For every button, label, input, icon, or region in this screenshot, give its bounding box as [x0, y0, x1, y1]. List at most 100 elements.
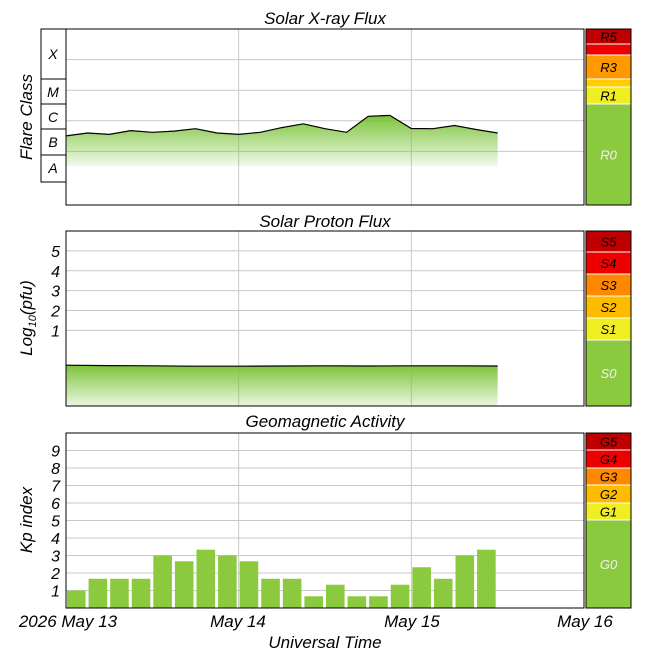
proton-grid: [66, 231, 584, 406]
scale-frame: [585, 432, 632, 609]
y-tick-label: 1: [51, 323, 60, 340]
scale-label: G0: [600, 557, 618, 572]
y-tick-label: 1: [51, 584, 60, 601]
kp-bar: [433, 578, 453, 608]
x-tick-label: May 14: [210, 612, 266, 631]
scale-label: S2: [601, 300, 618, 315]
kp-bar: [390, 584, 410, 608]
kp-bar: [369, 596, 388, 608]
xray-series: [65, 114, 498, 166]
kp-bar: [174, 561, 194, 608]
kp-bar: [304, 596, 323, 608]
x-axis: 2026 May 13 May 14 May 15 May 16 Univers…: [18, 612, 614, 652]
scale-label: R3: [600, 60, 617, 75]
class-label-box: [40, 28, 67, 183]
xray-plot-frame: [65, 28, 585, 206]
kp-bar: [239, 561, 259, 608]
scale-label: R0: [600, 148, 617, 163]
scale-label: G2: [600, 487, 618, 502]
kp-grid: [66, 433, 584, 608]
class-label-a: A: [47, 160, 57, 176]
kp-bar: [412, 567, 431, 608]
x-tick-label: 2026 May 13: [18, 612, 118, 631]
y-tick-label: 3: [51, 549, 60, 566]
scale-band: [585, 78, 632, 88]
kp-bar: [88, 578, 108, 608]
xray-scale: R5 R3 R1 R0: [585, 28, 632, 206]
y-tick-label: 3: [51, 284, 60, 301]
kp-bar: [261, 578, 280, 608]
scale-band: [585, 43, 632, 56]
kp-bar: [67, 590, 86, 608]
scale-band: [585, 339, 632, 407]
y-tick-label: 9: [51, 444, 60, 461]
kp-bars: [67, 549, 496, 608]
y-tick-label: 5: [51, 244, 60, 261]
xray-title: Solar X-ray Flux: [264, 9, 386, 28]
y-tick-label: 8: [51, 461, 60, 478]
class-label-b: B: [48, 134, 57, 150]
proton-series: [65, 364, 498, 406]
kp-bar: [326, 584, 345, 608]
xray-series-fill: [66, 115, 498, 166]
y-tick-label: 7: [51, 479, 61, 496]
proton-series-fill: [66, 365, 498, 406]
scale-label: S4: [601, 256, 617, 271]
y-tick-label: 4: [51, 531, 60, 548]
scale-label: R5: [600, 30, 617, 45]
proton-scale: S5 S4 S3 S2 S1 S0: [585, 230, 632, 407]
kp-title: Geomagnetic Activity: [245, 412, 406, 431]
x-tick-label: May 16: [557, 612, 613, 631]
kp-bar: [110, 578, 129, 608]
y-tick-label: 2: [50, 566, 60, 583]
proton-yticks: 1 2 3 4 5: [50, 244, 60, 341]
kp-ylabel: Kp index: [17, 486, 36, 553]
scale-label: S0: [601, 366, 618, 381]
proton-ylabel-main: Log: [17, 327, 36, 356]
xray-grid: [66, 29, 584, 205]
scale-label: S3: [601, 278, 618, 293]
proton-ylabel-sub: 10: [27, 314, 39, 327]
kp-scale: G5 G4 G3 G2 G1 G0: [585, 432, 632, 609]
scale-label: R1: [600, 89, 617, 104]
kp-bar: [282, 578, 302, 608]
xray-series-line: [65, 114, 498, 137]
scale-label: G3: [600, 470, 618, 485]
kp-bar: [347, 596, 367, 608]
kp-bar: [131, 578, 151, 608]
scale-label: S1: [601, 322, 617, 337]
y-tick-label: 2: [50, 304, 60, 321]
scale-label: S5: [601, 235, 618, 250]
proton-title: Solar Proton Flux: [259, 212, 391, 231]
scale-label: G4: [600, 452, 617, 467]
kp-plot-frame: [65, 432, 585, 609]
kp-panel: Geomagnetic Activity Kp index 123456789 …: [17, 412, 632, 609]
kp-bar: [218, 555, 237, 608]
scale-label: G5: [600, 435, 618, 450]
xray-panel: Solar X-ray Flux Flare Class X M C B A R…: [17, 9, 632, 206]
y-tick-label: 4: [51, 264, 60, 281]
class-label-x: X: [47, 46, 58, 62]
scale-frame: [585, 28, 632, 206]
xray-ylabel: Flare Class: [17, 74, 36, 160]
proton-ylabel: Log10(pfu): [17, 280, 39, 356]
proton-plot-frame: [65, 230, 585, 407]
y-tick-label: 6: [51, 496, 60, 513]
y-tick-label: 5: [51, 514, 60, 531]
kp-bar: [455, 555, 475, 608]
class-label-m: M: [47, 84, 59, 100]
scale-frame: [585, 230, 632, 407]
x-axis-label: Universal Time: [268, 633, 381, 652]
proton-series-line: [65, 364, 498, 367]
class-label-c: C: [48, 109, 59, 125]
kp-bar: [477, 549, 496, 608]
kp-bar: [153, 555, 172, 608]
proton-ylabel-tail: (pfu): [17, 280, 36, 315]
kp-bar: [196, 549, 216, 608]
x-tick-label: May 15: [384, 612, 440, 631]
scale-label: G1: [600, 505, 617, 520]
